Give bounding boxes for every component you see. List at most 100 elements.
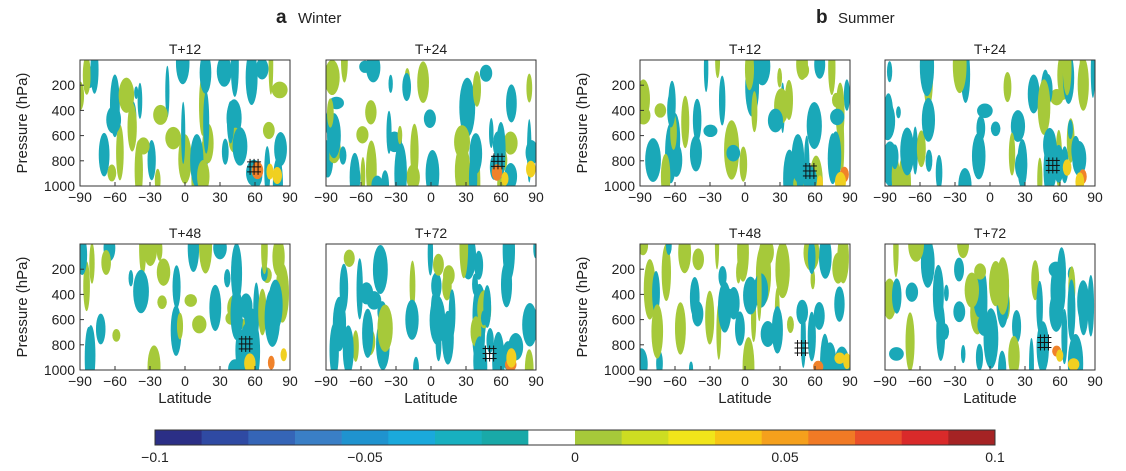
x-tick-label: −60	[349, 189, 373, 205]
contour-blob	[795, 142, 805, 186]
group-letter-winter: a	[276, 7, 287, 28]
contour-blob	[652, 271, 660, 315]
contour-blob	[216, 60, 232, 87]
x-tick-label: 30	[772, 373, 788, 389]
contour-blob	[944, 284, 949, 302]
colorbar-swatch	[808, 430, 856, 445]
contour-blob	[261, 244, 268, 275]
contour-blob	[231, 244, 243, 304]
contour-blob	[974, 263, 987, 280]
x-tick-label: −60	[663, 373, 687, 389]
contour-blob	[814, 60, 826, 79]
contour-blob	[885, 93, 894, 135]
contour-blob	[891, 278, 902, 314]
contour-blob	[522, 302, 536, 347]
contour-blob	[760, 321, 775, 348]
contour-blob	[726, 144, 741, 162]
contour-blob	[430, 294, 436, 334]
contour-blob	[147, 345, 161, 370]
x-tick-label: −30	[698, 373, 722, 389]
x-tick-label: −90	[68, 373, 92, 389]
y-tick-label: 600	[612, 128, 636, 144]
colorbar-swatch	[901, 430, 949, 445]
contour-blob	[340, 60, 348, 83]
contour-blob	[459, 77, 476, 138]
contour-blob	[640, 348, 648, 370]
y-tick-label: 400	[612, 286, 636, 302]
contour-blob	[977, 103, 993, 119]
contour-blob	[813, 301, 825, 330]
significance-hatch	[238, 335, 253, 352]
group-name-summer: Summer	[838, 10, 895, 27]
significance-hatch	[247, 158, 262, 175]
contour-blob	[674, 302, 686, 355]
contour-blob	[459, 244, 469, 279]
contour-blob	[101, 249, 111, 275]
contour-blob	[834, 286, 845, 322]
contour-blob	[834, 352, 845, 364]
panel-summer-t72: T+72 −90 −60 −30 0 30 60 90 Latitude	[873, 225, 1103, 407]
contour-blob	[717, 281, 732, 333]
contour-blob	[221, 138, 229, 165]
contour-fills	[80, 60, 288, 186]
panel-title: T+48	[729, 225, 762, 241]
contour-blob	[824, 342, 837, 370]
x-tick-label: −30	[384, 373, 408, 389]
panel-title: T+12	[169, 41, 202, 57]
x-tick-label: −30	[138, 373, 162, 389]
x-tick-label: −90	[873, 189, 897, 205]
panel-title: T+72	[974, 225, 1007, 241]
contour-blob	[889, 347, 904, 361]
contour-blob	[326, 60, 340, 96]
contour-blob	[184, 294, 197, 307]
x-tick-label: 60	[247, 373, 263, 389]
contour-blob	[502, 244, 516, 282]
x-tick-label: 90	[528, 373, 544, 389]
contour-fills	[885, 60, 1095, 186]
contour-blob	[372, 244, 388, 295]
contour-blob	[133, 269, 149, 314]
contour-blob	[689, 135, 702, 172]
y-tick-label: 1000	[44, 362, 75, 378]
x-tick-label: 0	[181, 189, 189, 205]
contour-blob	[975, 343, 984, 370]
y-tick-label: 200	[612, 77, 636, 93]
y-tick-label: 1000	[44, 178, 75, 194]
x-tick-label: 30	[458, 189, 474, 205]
contour-fills	[80, 244, 290, 370]
contour-blob	[98, 132, 110, 177]
contour-blob	[896, 106, 901, 119]
contour-blob	[1008, 335, 1020, 370]
contour-blob	[893, 244, 899, 278]
x-tick-label: 30	[1017, 189, 1033, 205]
y-tick-label: 600	[612, 312, 636, 328]
significance-hatch	[482, 345, 497, 362]
contour-blob	[134, 140, 143, 186]
colorbar-tick-label: 0.05	[771, 449, 798, 465]
contour-blob	[692, 98, 702, 142]
x-tick-label: 60	[807, 373, 823, 389]
contour-blob	[936, 301, 946, 361]
contour-fills	[640, 244, 850, 370]
y-tick-label: 200	[612, 261, 636, 277]
contour-blob	[339, 146, 347, 165]
x-tick-label: 60	[247, 189, 263, 205]
contour-blob	[916, 130, 926, 168]
colorbar: −0.1 −0.05 0 0.05 0.1	[141, 429, 1005, 465]
contour-blob	[1062, 60, 1072, 96]
contour-blob	[651, 304, 664, 359]
x-tick-label: 30	[1017, 373, 1033, 389]
contour-blob	[891, 144, 899, 170]
x-tick-label: 60	[1052, 189, 1068, 205]
contour-blob	[1067, 119, 1073, 140]
contour-blob	[905, 312, 915, 370]
contour-blob	[251, 161, 264, 180]
contour-blob	[813, 360, 824, 370]
x-tick-label: −60	[908, 189, 932, 205]
contour-blob	[156, 244, 163, 261]
y-tick-label: 400	[612, 102, 636, 118]
contour-blob	[397, 125, 403, 145]
contour-blob	[971, 132, 986, 180]
contour-blob	[1077, 60, 1089, 111]
